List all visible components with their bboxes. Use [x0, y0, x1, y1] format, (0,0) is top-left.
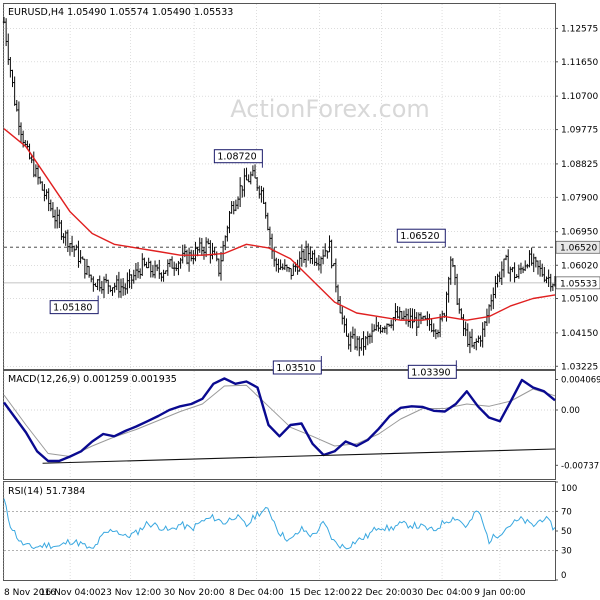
- resistance-tag: [555, 240, 600, 254]
- moving-average-line: [3, 128, 556, 321]
- rsi-axis-label: 50: [561, 527, 572, 537]
- x-tick-label: 22 Dec 20:00: [351, 588, 412, 598]
- macd-layer: [3, 377, 556, 464]
- price-annotation-label: 1.05180: [53, 303, 92, 314]
- price-axis-label: 1.11650: [561, 58, 598, 68]
- macd-axis-label: 0.004069: [561, 375, 600, 385]
- price-annotation-label: 1.03510: [276, 363, 315, 374]
- current-price-tag: [555, 276, 600, 290]
- macd-axis-label: 0.00: [561, 406, 580, 416]
- price-axis-label: 1.09775: [561, 126, 598, 136]
- x-tick-label: 16 Nov 04:00: [40, 588, 101, 598]
- x-tick-label: 8 Dec 04:00: [229, 588, 284, 598]
- price-annotation-box: [396, 228, 446, 243]
- watermark: ActionForex.com: [230, 95, 430, 123]
- price-annotation-box: [272, 360, 322, 375]
- macd-trendline: [42, 448, 556, 464]
- x-tick-label: 15 Dec 12:00: [289, 588, 350, 598]
- price-axis-label: 1.12575: [561, 24, 598, 34]
- rsi-axis-label: 0: [561, 571, 566, 581]
- x-tick-label: 8 Nov 2016: [4, 588, 56, 598]
- price-axis-label: 1.05100: [561, 295, 598, 305]
- price-annotation-box: [213, 149, 263, 164]
- price-axis-label: 1.07900: [561, 193, 598, 203]
- price-annotation-label: 1.06520: [400, 231, 439, 242]
- price-annotation-box: [49, 300, 99, 315]
- x-tick-label: 23 Nov 12:00: [100, 588, 161, 598]
- macd-panel-title: MACD(12,26,9) 0.001259 0.001935: [8, 374, 177, 385]
- price-annotation-box: [407, 364, 457, 379]
- x-tick-label: 30 Dec 04:00: [412, 588, 473, 598]
- price-layer: 1.08720 1.05180 1.06520 1.03510 1.03390: [2, 17, 557, 379]
- rsi-axis-label: 30: [561, 547, 572, 557]
- price-axis-label: 1.08825: [561, 160, 598, 170]
- macd-line: [3, 377, 556, 463]
- price-axis-label: 1.10700: [561, 92, 598, 102]
- rsi-axis-label: 100: [561, 484, 577, 494]
- x-tick-label: 30 Nov 20:00: [164, 588, 225, 598]
- price-axis-label: 1.04150: [561, 329, 598, 339]
- price-axis-label: 1.06950: [561, 228, 598, 238]
- rsi-line: [3, 498, 556, 550]
- current-price-label: 1.05533: [560, 279, 597, 289]
- price-chart-title: EURUSD,H4 1.05490 1.05574 1.05490 1.0553…: [8, 7, 233, 18]
- macd-axis-label: -0.007377: [561, 461, 600, 471]
- macd-signal-line: [3, 384, 556, 457]
- price-axis-label: 1.06020: [561, 261, 598, 271]
- price-annotation-label: 1.08720: [217, 152, 256, 163]
- vertical-gridlines: [3, 4, 501, 580]
- rsi-axis-label: 70: [561, 507, 572, 517]
- rsi-layer: [3, 498, 556, 551]
- resistance-tag-label: 1.06520: [560, 244, 597, 254]
- price-annotation-label: 1.03390: [411, 367, 450, 378]
- x-tick-label: 9 Jan 00:00: [474, 588, 526, 598]
- price-axis-label: 1.03225: [561, 362, 598, 372]
- rsi-panel-title: RSI(14) 51.7384: [8, 486, 85, 497]
